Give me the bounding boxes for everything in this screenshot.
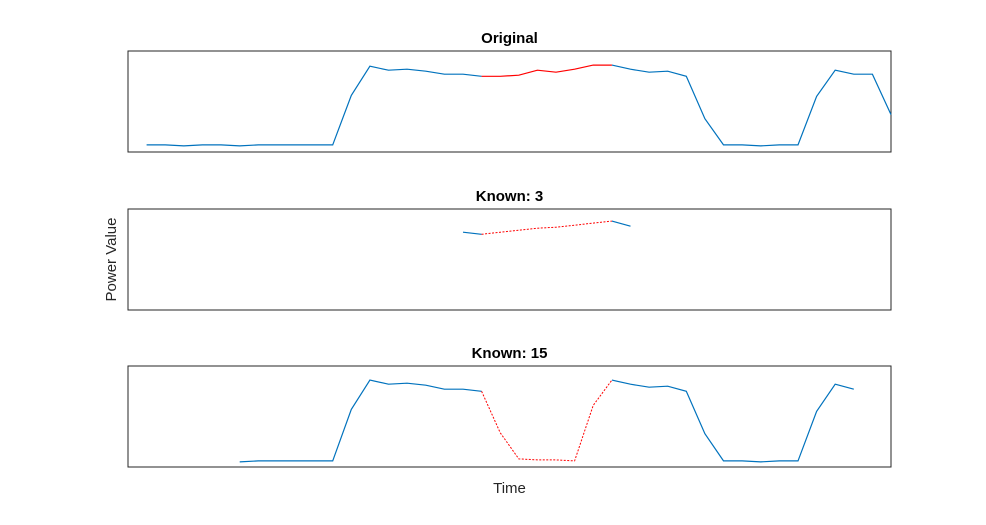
axes-box bbox=[127, 208, 892, 311]
series-line bbox=[481, 379, 613, 462]
chart-title: Known: 15 bbox=[472, 345, 548, 362]
axes-box bbox=[127, 365, 892, 468]
series-line bbox=[481, 64, 612, 77]
series-line bbox=[462, 220, 631, 235]
chart-title: Original bbox=[481, 30, 538, 47]
series-line bbox=[146, 64, 892, 147]
series-line bbox=[239, 379, 854, 463]
series-line bbox=[481, 220, 612, 235]
axes-box bbox=[127, 50, 892, 153]
x-axis-label: Time bbox=[493, 480, 526, 497]
y-axis-label: Power Value bbox=[103, 218, 120, 302]
chart-title: Known: 3 bbox=[476, 188, 544, 205]
